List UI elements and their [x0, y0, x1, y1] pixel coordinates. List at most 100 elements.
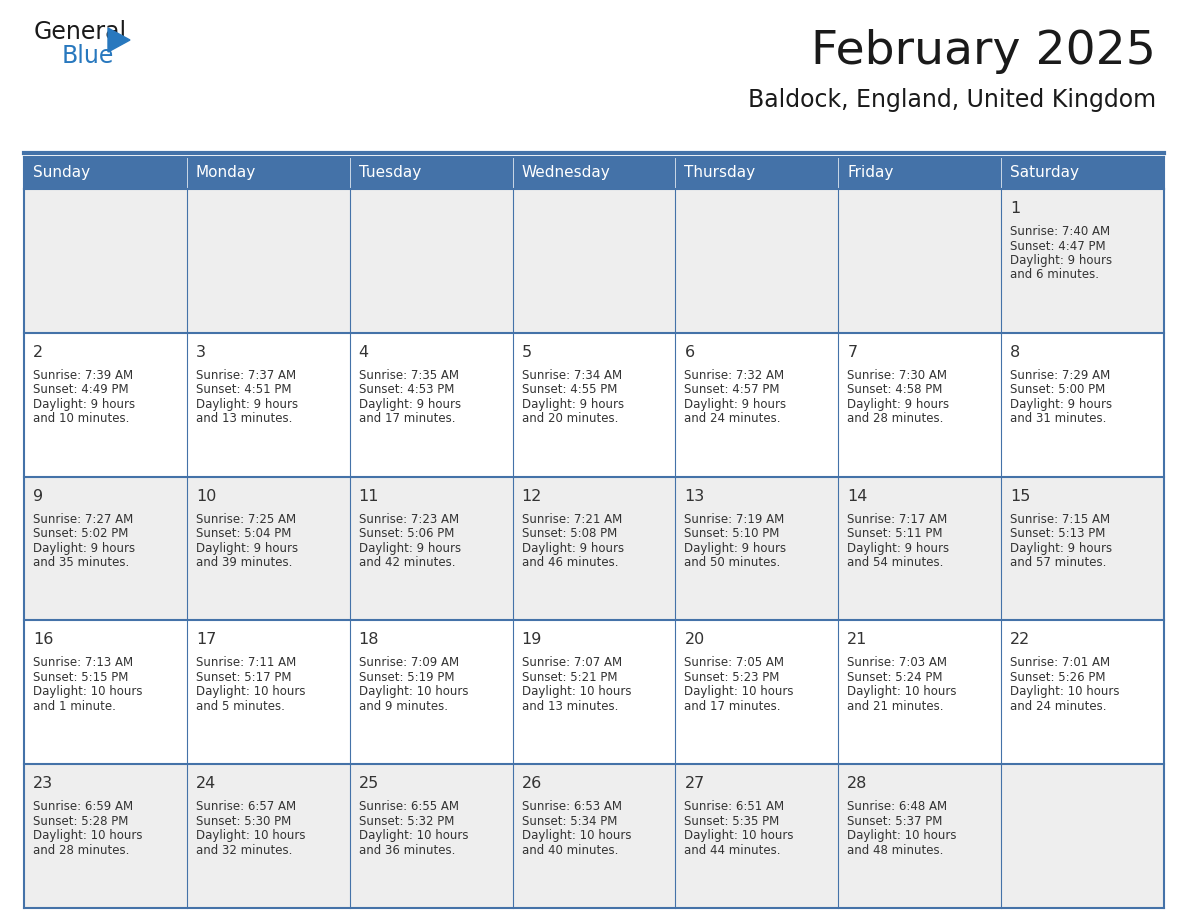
Text: Sunset: 4:58 PM: Sunset: 4:58 PM	[847, 384, 942, 397]
Text: Sunset: 5:00 PM: Sunset: 5:00 PM	[1010, 384, 1105, 397]
Text: General: General	[34, 20, 127, 44]
Text: Sunrise: 6:53 AM: Sunrise: 6:53 AM	[522, 800, 621, 813]
Text: 13: 13	[684, 488, 704, 504]
Text: Daylight: 10 hours: Daylight: 10 hours	[359, 829, 468, 842]
Text: Sunrise: 7:13 AM: Sunrise: 7:13 AM	[33, 656, 133, 669]
Text: and 57 minutes.: and 57 minutes.	[1010, 556, 1106, 569]
Text: Blue: Blue	[62, 44, 114, 68]
Text: 19: 19	[522, 633, 542, 647]
Text: Daylight: 10 hours: Daylight: 10 hours	[1010, 686, 1119, 699]
Text: Sunset: 4:49 PM: Sunset: 4:49 PM	[33, 384, 128, 397]
Text: February 2025: February 2025	[811, 29, 1156, 74]
Text: Sunrise: 6:59 AM: Sunrise: 6:59 AM	[33, 800, 133, 813]
Text: Sunset: 5:24 PM: Sunset: 5:24 PM	[847, 671, 943, 684]
Text: and 10 minutes.: and 10 minutes.	[33, 412, 129, 425]
Bar	[24, 333, 1164, 476]
Text: and 1 minute.: and 1 minute.	[33, 700, 116, 713]
Text: 22: 22	[1010, 633, 1030, 647]
Text: Sunrise: 7:03 AM: Sunrise: 7:03 AM	[847, 656, 947, 669]
Text: Sunrise: 7:19 AM: Sunrise: 7:19 AM	[684, 512, 785, 526]
Text: 10: 10	[196, 488, 216, 504]
Text: 27: 27	[684, 777, 704, 791]
Text: Sunset: 5:34 PM: Sunset: 5:34 PM	[522, 814, 617, 828]
Text: Sunrise: 7:32 AM: Sunrise: 7:32 AM	[684, 369, 784, 382]
Text: and 13 minutes.: and 13 minutes.	[196, 412, 292, 425]
Bar	[24, 621, 1164, 764]
Text: 16: 16	[33, 633, 53, 647]
Text: Monday: Monday	[196, 165, 257, 181]
Text: and 54 minutes.: and 54 minutes.	[847, 556, 943, 569]
Text: Daylight: 10 hours: Daylight: 10 hours	[359, 686, 468, 699]
Text: 28: 28	[847, 777, 867, 791]
Text: 18: 18	[359, 633, 379, 647]
Bar	[349, 157, 512, 189]
Text: Sunrise: 7:05 AM: Sunrise: 7:05 AM	[684, 656, 784, 669]
Text: and 35 minutes.: and 35 minutes.	[33, 556, 129, 569]
Text: Sunrise: 7:39 AM: Sunrise: 7:39 AM	[33, 369, 133, 382]
Text: Daylight: 9 hours: Daylight: 9 hours	[196, 397, 298, 410]
Text: Sunrise: 7:27 AM: Sunrise: 7:27 AM	[33, 512, 133, 526]
Text: Sunset: 5:06 PM: Sunset: 5:06 PM	[359, 527, 454, 540]
Text: Sunrise: 7:09 AM: Sunrise: 7:09 AM	[359, 656, 459, 669]
Text: 5: 5	[522, 345, 532, 360]
Text: and 28 minutes.: and 28 minutes.	[847, 412, 943, 425]
Text: Daylight: 10 hours: Daylight: 10 hours	[847, 829, 956, 842]
Text: and 32 minutes.: and 32 minutes.	[196, 844, 292, 856]
Text: and 21 minutes.: and 21 minutes.	[847, 700, 943, 713]
Text: Sunset: 5:04 PM: Sunset: 5:04 PM	[196, 527, 291, 540]
Text: Daylight: 9 hours: Daylight: 9 hours	[522, 397, 624, 410]
Text: Daylight: 9 hours: Daylight: 9 hours	[1010, 542, 1112, 554]
Text: Sunset: 4:57 PM: Sunset: 4:57 PM	[684, 384, 781, 397]
Bar	[187, 157, 349, 189]
Text: Daylight: 9 hours: Daylight: 9 hours	[33, 397, 135, 410]
Text: Daylight: 10 hours: Daylight: 10 hours	[522, 686, 631, 699]
Text: 6: 6	[684, 345, 695, 360]
Text: Sunrise: 7:30 AM: Sunrise: 7:30 AM	[847, 369, 947, 382]
Text: Daylight: 10 hours: Daylight: 10 hours	[196, 686, 305, 699]
Text: Sunrise: 7:35 AM: Sunrise: 7:35 AM	[359, 369, 459, 382]
Text: Daylight: 10 hours: Daylight: 10 hours	[522, 829, 631, 842]
Text: Daylight: 9 hours: Daylight: 9 hours	[1010, 254, 1112, 267]
Text: Baldock, England, United Kingdom: Baldock, England, United Kingdom	[748, 88, 1156, 112]
Text: Sunset: 5:32 PM: Sunset: 5:32 PM	[359, 814, 454, 828]
Text: 26: 26	[522, 777, 542, 791]
Text: 7: 7	[847, 345, 858, 360]
Text: Sunday: Sunday	[33, 165, 90, 181]
Text: and 17 minutes.: and 17 minutes.	[359, 412, 455, 425]
Text: Thursday: Thursday	[684, 165, 756, 181]
Text: Daylight: 10 hours: Daylight: 10 hours	[684, 686, 794, 699]
Bar	[24, 157, 187, 189]
Text: 17: 17	[196, 633, 216, 647]
Text: Daylight: 10 hours: Daylight: 10 hours	[196, 829, 305, 842]
Text: Sunset: 5:21 PM: Sunset: 5:21 PM	[522, 671, 617, 684]
Text: and 24 minutes.: and 24 minutes.	[1010, 700, 1107, 713]
Text: 2: 2	[33, 345, 43, 360]
Text: Sunset: 4:55 PM: Sunset: 4:55 PM	[522, 384, 617, 397]
Text: Sunrise: 7:15 AM: Sunrise: 7:15 AM	[1010, 512, 1111, 526]
Bar	[24, 189, 1164, 333]
Text: Sunset: 5:02 PM: Sunset: 5:02 PM	[33, 527, 128, 540]
Text: and 36 minutes.: and 36 minutes.	[359, 844, 455, 856]
Text: and 5 minutes.: and 5 minutes.	[196, 700, 285, 713]
Text: Daylight: 9 hours: Daylight: 9 hours	[359, 542, 461, 554]
Text: 25: 25	[359, 777, 379, 791]
Text: 24: 24	[196, 777, 216, 791]
Text: Sunset: 5:10 PM: Sunset: 5:10 PM	[684, 527, 779, 540]
Text: and 17 minutes.: and 17 minutes.	[684, 700, 781, 713]
Text: 14: 14	[847, 488, 867, 504]
Text: and 9 minutes.: and 9 minutes.	[359, 700, 448, 713]
Text: Daylight: 10 hours: Daylight: 10 hours	[33, 829, 143, 842]
Text: 15: 15	[1010, 488, 1030, 504]
Text: Daylight: 9 hours: Daylight: 9 hours	[1010, 397, 1112, 410]
Text: 9: 9	[33, 488, 43, 504]
Text: Sunset: 4:51 PM: Sunset: 4:51 PM	[196, 384, 291, 397]
Text: Daylight: 9 hours: Daylight: 9 hours	[684, 397, 786, 410]
Text: and 6 minutes.: and 6 minutes.	[1010, 268, 1099, 282]
Text: Daylight: 9 hours: Daylight: 9 hours	[847, 542, 949, 554]
Text: Sunset: 5:13 PM: Sunset: 5:13 PM	[1010, 527, 1106, 540]
Text: and 48 minutes.: and 48 minutes.	[847, 844, 943, 856]
Text: Sunrise: 6:48 AM: Sunrise: 6:48 AM	[847, 800, 947, 813]
Text: 3: 3	[196, 345, 206, 360]
Text: Daylight: 9 hours: Daylight: 9 hours	[847, 397, 949, 410]
Text: Wednesday: Wednesday	[522, 165, 611, 181]
